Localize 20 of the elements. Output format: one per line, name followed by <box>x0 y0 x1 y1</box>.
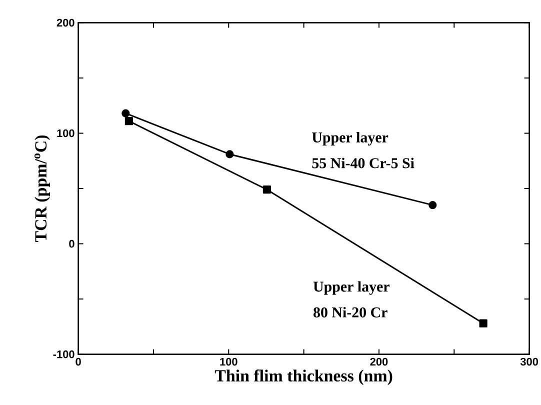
x-tick-label: 300 <box>520 358 538 366</box>
point <box>479 319 488 328</box>
y-tick-label: 100 <box>57 129 74 138</box>
annotation: Upper layer <box>312 132 388 146</box>
point <box>226 150 234 158</box>
x-tick-label: 0 <box>76 358 81 366</box>
point <box>262 186 272 194</box>
y-tick-label: 200 <box>56 18 74 27</box>
point <box>124 117 134 126</box>
point <box>428 201 437 210</box>
x-tick-label: 200 <box>370 358 388 366</box>
annotation: 55 Ni-40 Cr-5 Si <box>312 158 414 168</box>
annotation: 80 Ni-20 Cr <box>314 306 388 318</box>
annotation: Upper layer <box>313 281 390 295</box>
x-axis-title: Thin flim thickness (nm) <box>214 369 392 385</box>
x-tick-label: 100 <box>220 358 238 366</box>
point <box>122 109 130 118</box>
y-tick-label: -100 <box>53 350 74 358</box>
y-tick-label: 0 <box>69 240 74 248</box>
y-axis-title: TCR (ppm/$^{o}$C) <box>34 135 50 242</box>
